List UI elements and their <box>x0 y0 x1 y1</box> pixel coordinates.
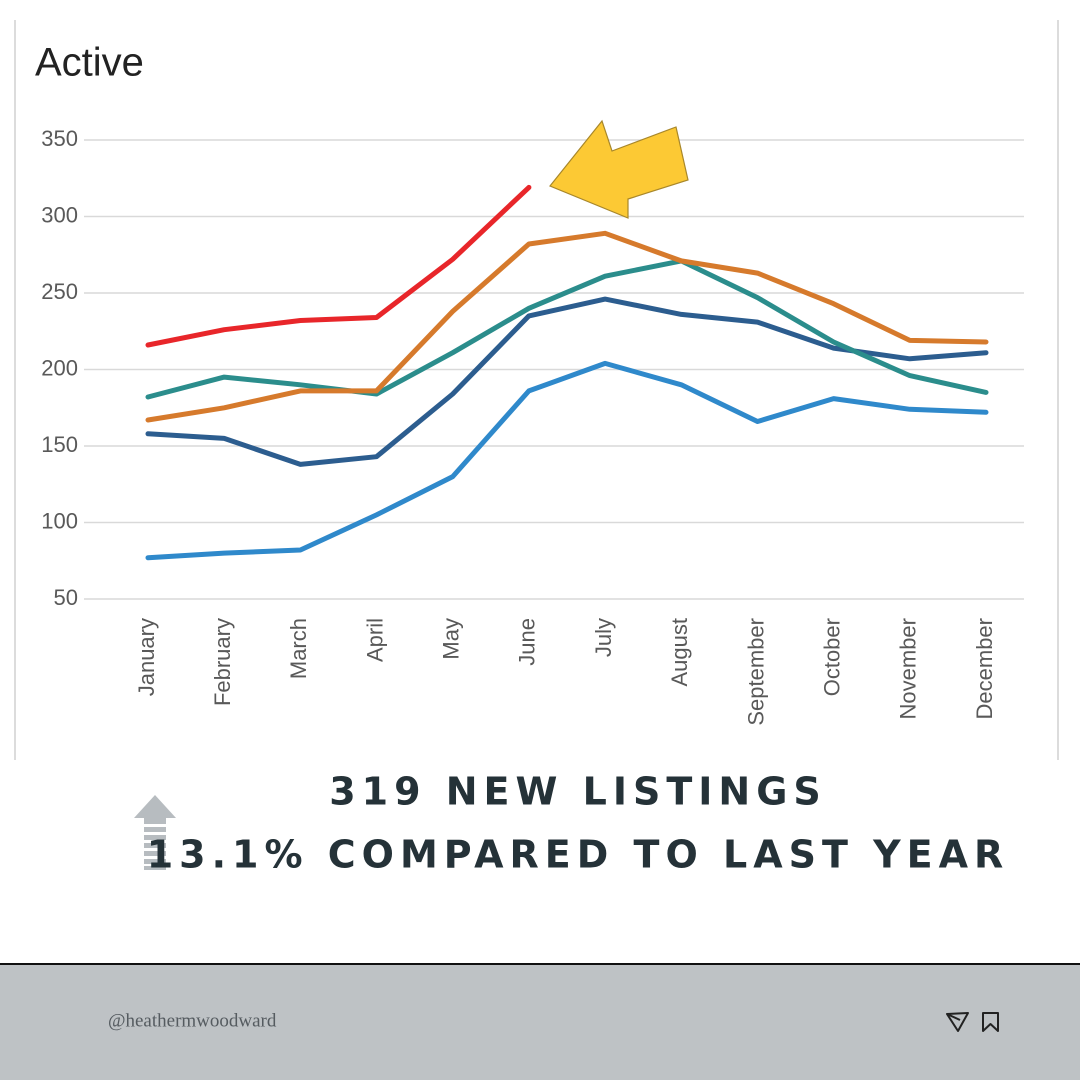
x-tick-label: September <box>743 618 768 726</box>
y-tick-label: 150 <box>41 432 78 457</box>
headline-line: 13.1% COMPARED TO LAST YEAR <box>147 833 1010 877</box>
y-tick-label: 300 <box>41 202 78 227</box>
y-tick-label: 50 <box>54 585 78 610</box>
x-tick-label: August <box>667 618 692 687</box>
handle: @heathermwoodward <box>108 1010 277 1031</box>
x-tick-label: October <box>819 618 844 696</box>
headline-line: 319 NEW LISTINGS <box>329 770 827 814</box>
y-tick-label: 100 <box>41 508 78 533</box>
x-tick-label: April <box>362 618 387 662</box>
chart-title: Active <box>35 41 144 85</box>
x-tick-label: June <box>515 618 540 666</box>
footer-bar <box>0 964 1080 1080</box>
x-tick-label: July <box>591 618 616 657</box>
x-tick-label: February <box>210 618 235 706</box>
y-tick-label: 350 <box>41 126 78 151</box>
series-line <box>145 360 989 561</box>
x-tick-label: November <box>896 618 921 719</box>
y-tick-label: 200 <box>41 355 78 380</box>
pointer-arrow <box>549 119 689 219</box>
x-tick-label: December <box>972 618 997 719</box>
series-line <box>145 184 532 348</box>
up-arrow-icon <box>134 795 176 870</box>
x-tick-label: May <box>439 618 464 660</box>
x-tick-label: March <box>286 618 311 679</box>
y-tick-label: 250 <box>41 279 78 304</box>
series-line <box>145 230 989 423</box>
save-icon[interactable] <box>982 1012 999 1032</box>
x-tick-label: January <box>134 618 159 696</box>
series-line <box>145 258 989 400</box>
share-icon[interactable] <box>946 1012 969 1032</box>
plot-area: 50 100 150 200 250 300 350 January February March… <box>41 126 1024 726</box>
